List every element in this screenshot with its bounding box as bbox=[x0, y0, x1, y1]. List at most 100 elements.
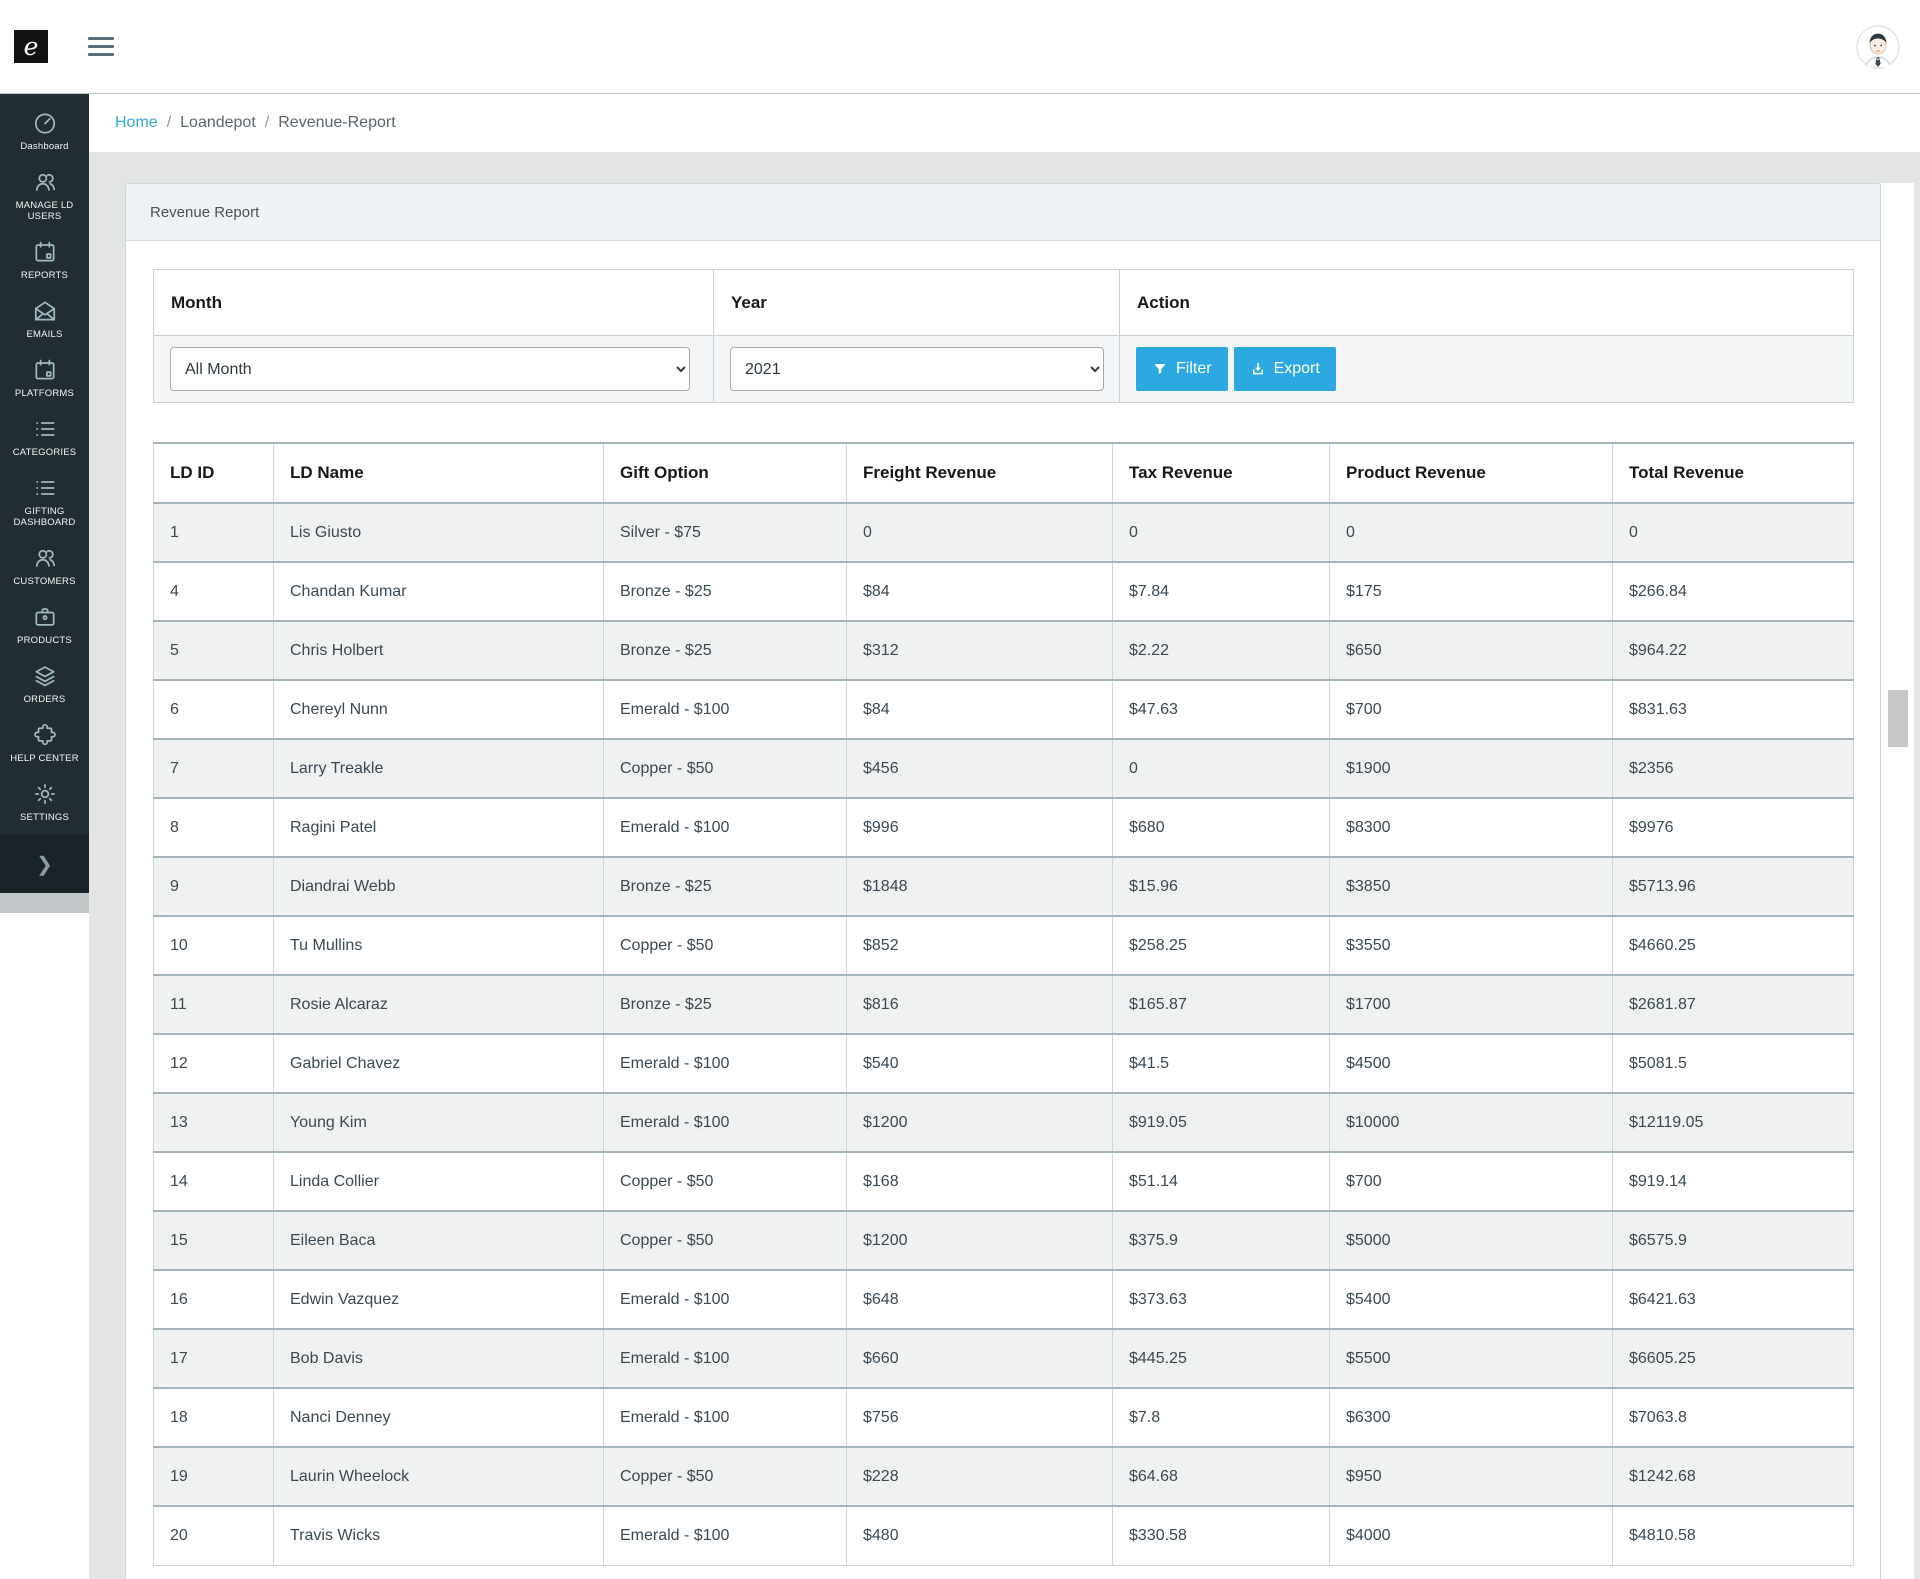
filter-button[interactable]: Filter bbox=[1136, 347, 1228, 391]
export-button[interactable]: Export bbox=[1234, 347, 1336, 391]
cell-gift-option: Bronze - $25 bbox=[604, 857, 847, 916]
cell-ld-id: 4 bbox=[154, 562, 274, 621]
cell-ld-name: Nanci Denney bbox=[274, 1388, 604, 1447]
cell-tax-revenue: $165.87 bbox=[1113, 975, 1330, 1034]
cell-freight-revenue: $312 bbox=[847, 621, 1113, 680]
revenue-report-page: e bbox=[0, 0, 1920, 1579]
cell-ld-name: Gabriel Chavez bbox=[274, 1034, 604, 1093]
sidebar-item-label: SETTINGS bbox=[20, 812, 69, 823]
vertical-scrollbar-thumb[interactable] bbox=[1888, 690, 1908, 747]
breadcrumb-home-link[interactable]: Home bbox=[115, 114, 158, 132]
table-row: 13 Young Kim Emerald - $100 $1200 $919.0… bbox=[154, 1093, 1854, 1152]
cell-total-revenue: $1242.68 bbox=[1613, 1447, 1854, 1506]
cell-gift-option: Emerald - $100 bbox=[604, 1329, 847, 1388]
cell-ld-name: Ragini Patel bbox=[274, 798, 604, 857]
cell-ld-id: 15 bbox=[154, 1211, 274, 1270]
table-row: 16 Edwin Vazquez Emerald - $100 $648 $37… bbox=[154, 1270, 1854, 1329]
table-row: 19 Laurin Wheelock Copper - $50 $228 $64… bbox=[154, 1447, 1854, 1506]
cell-tax-revenue: $330.58 bbox=[1113, 1506, 1330, 1565]
cell-gift-option: Copper - $50 bbox=[604, 1211, 847, 1270]
sidebar-item-gifting-dashboard[interactable]: GIFTING DASHBOARD bbox=[0, 467, 89, 537]
sidebar-item-customers[interactable]: CUSTOMERS bbox=[0, 537, 89, 596]
breadcrumb-revenue-report: Revenue-Report bbox=[278, 114, 395, 132]
cell-gift-option: Emerald - $100 bbox=[604, 1270, 847, 1329]
cell-tax-revenue: $64.68 bbox=[1113, 1447, 1330, 1506]
sidebar-collapse-toggle[interactable]: ❯ bbox=[0, 835, 89, 893]
app-logo[interactable]: e bbox=[14, 30, 48, 63]
calendar-icon bbox=[32, 239, 58, 265]
list-icon bbox=[32, 475, 58, 501]
sidebar-item-manage-ld-users[interactable]: MANAGE LD USERS bbox=[0, 161, 89, 231]
cell-ld-name: Chereyl Nunn bbox=[274, 680, 604, 739]
revenue-report-card: Revenue Report Month Year Action bbox=[125, 183, 1881, 1579]
cell-ld-id: 5 bbox=[154, 621, 274, 680]
sidebar-item-emails[interactable]: EMAILS bbox=[0, 290, 89, 349]
sidebar-item-settings[interactable]: SETTINGS bbox=[0, 773, 89, 832]
cell-gift-option: Bronze - $25 bbox=[604, 621, 847, 680]
cell-total-revenue: $4810.58 bbox=[1613, 1506, 1854, 1565]
cell-gift-option: Emerald - $100 bbox=[604, 680, 847, 739]
sidebar-item-products[interactable]: PRODUCTS bbox=[0, 596, 89, 655]
cell-freight-revenue: $816 bbox=[847, 975, 1113, 1034]
cell-freight-revenue: $480 bbox=[847, 1506, 1113, 1565]
calendar-icon bbox=[32, 357, 58, 383]
users-icon bbox=[32, 545, 58, 571]
cell-total-revenue: $964.22 bbox=[1613, 621, 1854, 680]
cell-ld-id: 1 bbox=[154, 503, 274, 562]
month-select[interactable]: All Month bbox=[170, 347, 690, 391]
puzzle-icon bbox=[32, 722, 58, 748]
breadcrumb: Home / Loandepot / Revenue-Report bbox=[115, 114, 396, 132]
table-row: 20 Travis Wicks Emerald - $100 $480 $330… bbox=[154, 1506, 1854, 1565]
cell-tax-revenue: $7.8 bbox=[1113, 1388, 1330, 1447]
card-header: Revenue Report bbox=[126, 184, 1880, 241]
column-header-freight-revenue: Freight Revenue bbox=[847, 443, 1113, 503]
cell-ld-name: Edwin Vazquez bbox=[274, 1270, 604, 1329]
cell-freight-revenue: $540 bbox=[847, 1034, 1113, 1093]
breadcrumb-bar: Home / Loandepot / Revenue-Report bbox=[89, 94, 1920, 152]
cell-ld-name: Rosie Alcaraz bbox=[274, 975, 604, 1034]
open-envelope-icon bbox=[32, 298, 58, 324]
cell-total-revenue: $266.84 bbox=[1613, 562, 1854, 621]
year-select[interactable]: 2021 bbox=[730, 347, 1104, 391]
cell-freight-revenue: $1200 bbox=[847, 1093, 1113, 1152]
cell-product-revenue: $3550 bbox=[1330, 916, 1613, 975]
cell-freight-revenue: $168 bbox=[847, 1152, 1113, 1211]
cell-total-revenue: $5081.5 bbox=[1613, 1034, 1854, 1093]
column-header-gift-option: Gift Option bbox=[604, 443, 847, 503]
avatar-icon bbox=[1856, 25, 1900, 69]
cell-product-revenue: $4000 bbox=[1330, 1506, 1613, 1565]
cell-tax-revenue: $47.63 bbox=[1113, 680, 1330, 739]
sidebar-item-help-center[interactable]: HELP CENTER bbox=[0, 714, 89, 773]
sidebar-item-platforms[interactable]: PLATFORMS bbox=[0, 349, 89, 408]
user-avatar[interactable] bbox=[1856, 25, 1900, 69]
top-navbar: e bbox=[0, 0, 1920, 94]
cell-freight-revenue: $84 bbox=[847, 562, 1113, 621]
sidebar-item-reports[interactable]: REPORTS bbox=[0, 231, 89, 290]
cell-tax-revenue: $919.05 bbox=[1113, 1093, 1330, 1152]
hamburger-menu-icon[interactable] bbox=[84, 33, 118, 60]
cell-tax-revenue: $445.25 bbox=[1113, 1329, 1330, 1388]
export-button-label: Export bbox=[1274, 360, 1320, 378]
vertical-scrollbar-track[interactable] bbox=[1881, 183, 1914, 1579]
cell-gift-option: Emerald - $100 bbox=[604, 1388, 847, 1447]
sidebar-item-categories[interactable]: CATEGORIES bbox=[0, 408, 89, 467]
sidebar-item-label: PLATFORMS bbox=[15, 388, 74, 399]
table-row: 17 Bob Davis Emerald - $100 $660 $445.25… bbox=[154, 1329, 1854, 1388]
cell-total-revenue: 0 bbox=[1613, 503, 1854, 562]
main-content: Home / Loandepot / Revenue-Report Revenu… bbox=[89, 94, 1920, 1579]
cell-total-revenue: $9976 bbox=[1613, 798, 1854, 857]
sidebar-item-dashboard[interactable]: Dashboard bbox=[0, 102, 89, 161]
table-row: 1 Lis Giusto Silver - $75 0 0 0 0 bbox=[154, 503, 1854, 562]
cell-product-revenue: 0 bbox=[1330, 503, 1613, 562]
card-title: Revenue Report bbox=[150, 204, 259, 221]
sidebar-scrollbar[interactable] bbox=[0, 893, 89, 913]
sidebar-item-label: GIFTING DASHBOARD bbox=[5, 506, 85, 528]
cell-total-revenue: $7063.8 bbox=[1613, 1388, 1854, 1447]
table-row: 15 Eileen Baca Copper - $50 $1200 $375.9… bbox=[154, 1211, 1854, 1270]
cell-ld-name: Larry Treakle bbox=[274, 739, 604, 798]
download-icon bbox=[1250, 361, 1266, 377]
sidebar-item-orders[interactable]: ORDERS bbox=[0, 655, 89, 714]
cell-product-revenue: $175 bbox=[1330, 562, 1613, 621]
cell-tax-revenue: $51.14 bbox=[1113, 1152, 1330, 1211]
cell-product-revenue: $6300 bbox=[1330, 1388, 1613, 1447]
